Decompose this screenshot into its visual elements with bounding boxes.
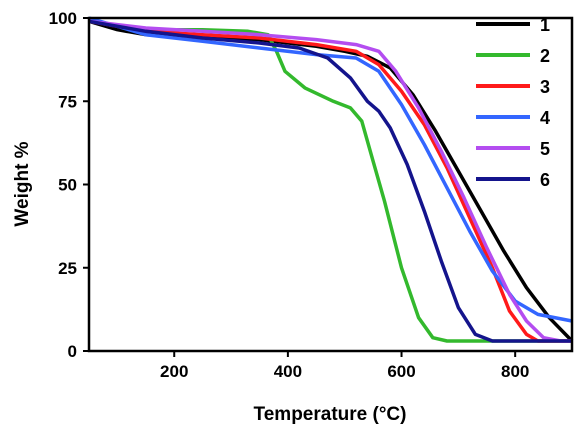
axis-ticks: 200 400 600 800 0 25 50 75 100 <box>49 9 530 381</box>
legend-label-4: 4 <box>540 108 550 128</box>
legend-label-2: 2 <box>540 46 550 66</box>
series-layer <box>88 16 574 343</box>
y-tick-label-25: 25 <box>58 259 77 278</box>
y-tick-label-50: 50 <box>58 176 77 195</box>
x-tick-label-400: 400 <box>274 362 302 381</box>
y-tick-label-75: 75 <box>58 92 77 111</box>
legend-label-6: 6 <box>540 170 550 190</box>
series-line-2 <box>88 19 572 343</box>
y-axis-title: Weight % <box>12 141 33 226</box>
legend-label-5: 5 <box>540 139 550 159</box>
x-tick-label-200: 200 <box>160 362 188 381</box>
y-tick-label-100: 100 <box>49 9 77 28</box>
series-line-1 <box>88 19 574 343</box>
legend: 1 2 3 4 5 6 <box>476 15 550 190</box>
y-tick-label-0: 0 <box>68 342 77 361</box>
series-line-5 <box>88 19 572 343</box>
legend-label-3: 3 <box>540 77 550 97</box>
series-line-6 <box>88 19 572 343</box>
plot-frame <box>87 16 574 353</box>
x-axis-title: Temperature (°C) <box>254 404 407 425</box>
x-tick-label-800: 800 <box>501 362 529 381</box>
x-tick-label-600: 600 <box>387 362 415 381</box>
series-line-3 <box>88 19 572 343</box>
legend-label-1: 1 <box>540 15 550 35</box>
